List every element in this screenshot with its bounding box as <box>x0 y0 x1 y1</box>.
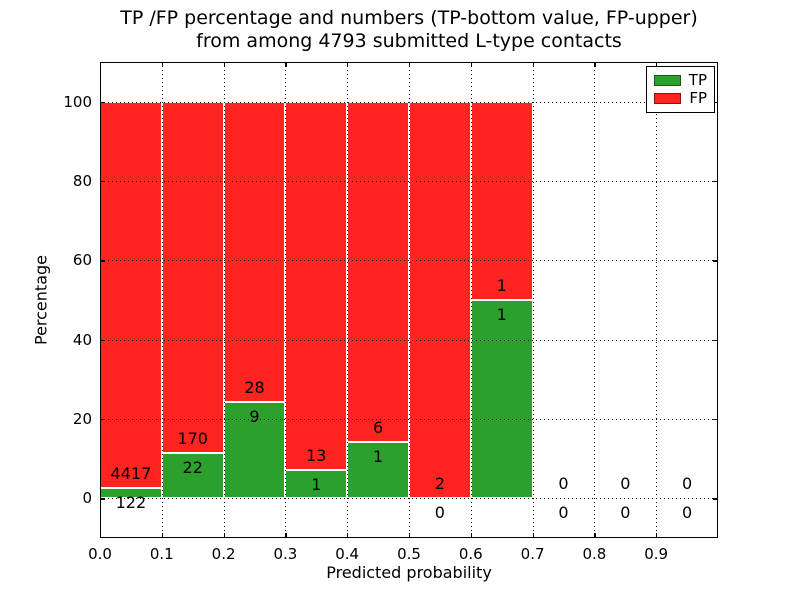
x-tick-label: 0.4 <box>335 545 360 563</box>
tp-count-label: 1 <box>372 446 384 466</box>
fp-count-label: 0 <box>620 474 631 494</box>
legend-entry-tp: TP <box>654 72 707 89</box>
x-tick-mark <box>285 533 287 538</box>
fp-count-label: 2 <box>434 474 445 494</box>
x-tick-mark <box>347 62 349 67</box>
x-tick-mark <box>161 533 164 538</box>
bar-segment-fp <box>409 101 471 499</box>
y-tick-label: 20 <box>72 410 92 428</box>
x-tick-mark <box>409 533 411 538</box>
y-tick-mark <box>100 419 105 421</box>
gridline-vertical <box>161 62 163 538</box>
tp-count-label: 0 <box>620 503 631 523</box>
y-tick-mark <box>100 101 105 103</box>
x-tick-mark <box>532 533 534 538</box>
x-tick-mark <box>285 62 287 67</box>
x-tick-mark <box>100 533 102 538</box>
tp-count-label: 22 <box>182 457 203 477</box>
gridline-vertical <box>594 62 596 538</box>
y-tick-mark <box>713 498 718 500</box>
gridline-vertical <box>285 62 287 538</box>
x-tick-mark <box>470 533 473 538</box>
gridline-vertical <box>532 62 534 538</box>
x-axis-label: Predicted probability <box>326 563 492 582</box>
x-tick-mark <box>470 62 473 67</box>
tp-count-label: 122 <box>115 492 147 512</box>
x-tick-label: 0.6 <box>458 545 483 563</box>
y-tick-mark <box>713 339 718 341</box>
tp-count-label: 0 <box>558 503 569 523</box>
x-tick-mark <box>409 62 411 67</box>
tp-count-label: 0 <box>434 503 445 523</box>
bar-segment-fp <box>470 101 533 300</box>
gridline-vertical <box>223 62 225 538</box>
y-tick-mark <box>100 181 105 183</box>
chart-title-line1: TP /FP percentage and numbers (TP-bottom… <box>120 7 698 29</box>
y-tick-mark <box>713 101 718 103</box>
fp-count-label: 0 <box>558 474 569 494</box>
legend-swatch-tp <box>654 75 681 86</box>
x-tick-label: 0.8 <box>582 545 607 563</box>
x-tick-label: 0.2 <box>211 545 236 563</box>
y-tick-label: 100 <box>63 92 92 111</box>
x-tick-mark <box>347 533 349 538</box>
bar-segment-fp <box>161 101 224 453</box>
y-tick-label: 80 <box>72 172 92 190</box>
chart-title: TP /FP percentage and numbers (TP-bottom… <box>100 7 718 53</box>
bar-segment-tp <box>470 300 533 499</box>
tp-count-label: 0 <box>681 503 693 523</box>
y-tick-label: 60 <box>72 251 92 270</box>
bar-segment-fp <box>223 101 286 402</box>
x-tick-mark <box>161 62 164 67</box>
x-tick-mark <box>100 62 102 67</box>
x-tick-label: 0.1 <box>149 545 174 563</box>
fp-count-label: 6 <box>372 417 384 437</box>
y-tick-mark <box>100 498 105 500</box>
bar-segment-fp <box>347 101 409 442</box>
y-tick-mark <box>100 260 105 262</box>
tp-count-label: 9 <box>249 406 260 426</box>
x-tick-label: 0.9 <box>644 545 669 563</box>
x-tick-label: 0.0 <box>88 545 112 563</box>
tp-count-label: 1 <box>311 475 322 494</box>
x-tick-mark <box>594 62 596 67</box>
y-tick-label: 0 <box>82 489 92 508</box>
gridline-vertical <box>470 62 472 538</box>
fp-count-label: 0 <box>681 474 693 494</box>
chart-title-line2: from among 4793 submitted L-type contact… <box>196 30 622 52</box>
fp-count-label: 28 <box>244 377 265 397</box>
gridline-vertical <box>347 62 349 538</box>
x-tick-mark <box>656 533 658 538</box>
x-tick-label: 0.7 <box>520 545 545 563</box>
fp-count-label: 13 <box>306 446 327 465</box>
bar-segment-tp <box>223 401 286 499</box>
gridline-vertical <box>409 62 410 538</box>
gridline-vertical <box>656 62 658 538</box>
y-tick-mark <box>100 339 105 341</box>
legend: TP FP <box>646 66 715 113</box>
x-tick-mark <box>223 62 225 67</box>
fp-count-label: 170 <box>177 428 208 448</box>
x-tick-label: 0.5 <box>397 545 421 563</box>
x-tick-mark <box>532 62 534 67</box>
x-tick-label: 0.3 <box>273 545 298 563</box>
y-tick-mark <box>713 181 718 183</box>
x-tick-mark <box>223 533 225 538</box>
y-tick-mark <box>713 419 718 421</box>
bar-segment-fp <box>100 101 162 488</box>
fp-count-label: 1 <box>496 276 507 295</box>
x-tick-mark <box>656 62 658 67</box>
bar-segment-tp <box>161 452 224 499</box>
y-tick-label: 40 <box>72 330 92 349</box>
fp-count-label: 4417 <box>110 463 152 483</box>
legend-label: FP <box>689 89 707 107</box>
y-tick-mark <box>713 260 718 262</box>
legend-label: TP <box>688 71 707 89</box>
x-tick-mark <box>594 533 596 538</box>
bar-segment-fp <box>285 101 348 470</box>
tp-count-label: 1 <box>496 305 507 324</box>
legend-entry-fp: FP <box>654 90 707 107</box>
legend-swatch-fp <box>654 93 682 104</box>
